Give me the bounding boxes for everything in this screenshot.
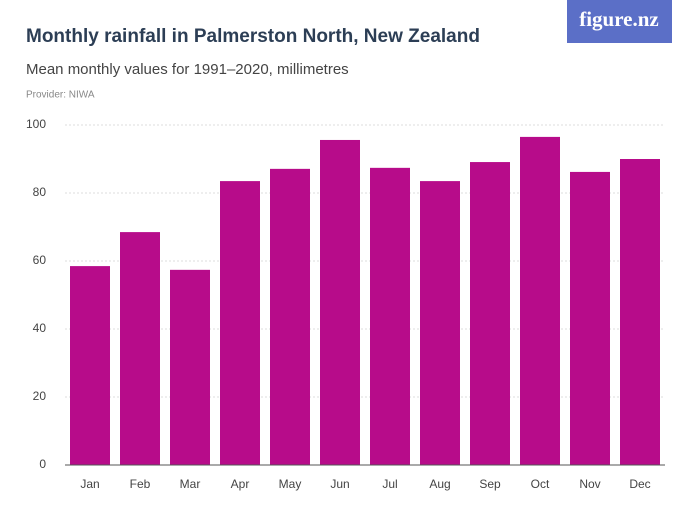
x-tick-label: May: [279, 477, 302, 491]
bar: [470, 162, 510, 465]
y-tick-label: 20: [33, 389, 47, 403]
bar: [170, 269, 210, 465]
bar: [520, 136, 560, 465]
y-tick-label: 0: [39, 457, 46, 471]
x-tick-label: Dec: [629, 477, 650, 491]
x-tick-label: Nov: [579, 477, 600, 491]
bar: [220, 181, 260, 465]
bar: [620, 159, 660, 465]
x-tick-label: Jul: [382, 477, 397, 491]
bar: [270, 168, 310, 466]
bar: [420, 181, 460, 465]
x-tick-label: Oct: [531, 477, 550, 491]
bar: [570, 171, 610, 466]
x-tick-label: Jun: [330, 477, 349, 491]
x-tick-label: Mar: [180, 477, 201, 491]
y-tick-label: 100: [26, 117, 46, 131]
source: Provider: NIWA: [26, 90, 95, 101]
chart-title: Monthly rainfall in Palmerston North, Ne…: [26, 26, 480, 47]
logo-box: [567, 0, 672, 43]
x-tick-label: Sep: [479, 477, 501, 491]
y-tick-label: 60: [33, 253, 47, 267]
x-tick-label: Feb: [130, 477, 151, 491]
bar: [120, 232, 160, 465]
x-tick-label: Jan: [80, 477, 99, 491]
x-tick-label: Aug: [429, 477, 450, 491]
logo: figure.nz: [579, 7, 659, 31]
y-tick-label: 40: [33, 321, 47, 335]
bar: [320, 139, 360, 465]
x-tick-label: Apr: [231, 477, 250, 491]
chart-subtitle: Mean monthly values for 1991–2020, milli…: [26, 61, 349, 78]
bar: [70, 266, 110, 465]
y-tick-label: 80: [33, 185, 47, 199]
bar: [370, 167, 410, 465]
